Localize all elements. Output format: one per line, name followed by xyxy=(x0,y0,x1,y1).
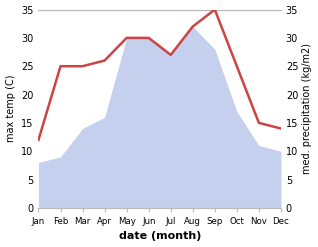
Y-axis label: med. precipitation (kg/m2): med. precipitation (kg/m2) xyxy=(302,43,313,174)
Y-axis label: max temp (C): max temp (C) xyxy=(5,75,16,143)
X-axis label: date (month): date (month) xyxy=(119,231,201,242)
